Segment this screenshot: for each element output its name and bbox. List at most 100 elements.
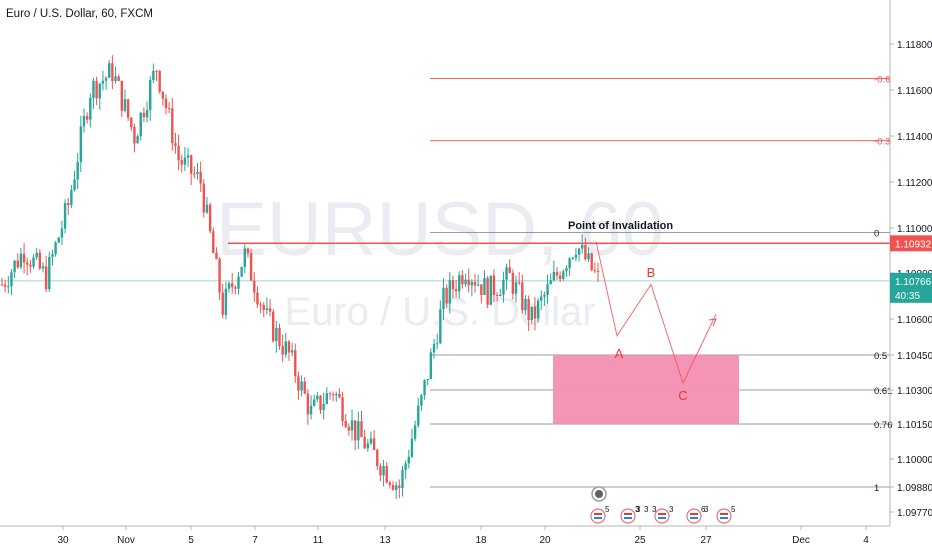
last-price-tag-bg (890, 272, 932, 289)
candle-body (540, 296, 543, 301)
candle-body (73, 179, 76, 190)
candle-body (32, 257, 35, 267)
candle-body (458, 275, 461, 292)
candle-body (164, 98, 168, 109)
fib-level-label: 0.5 (874, 351, 887, 362)
candle-body (312, 399, 316, 406)
candle-body (3, 284, 7, 287)
candle-body (439, 309, 442, 344)
candle-body (231, 283, 234, 288)
candle-body (464, 279, 467, 285)
candle-body (215, 252, 218, 259)
candle-body (133, 127, 136, 144)
candle-body (319, 395, 322, 410)
candle-body (234, 287, 237, 289)
candle-body (67, 202, 70, 206)
candle-body (565, 268, 568, 272)
candle-body (306, 393, 310, 415)
candle-body (142, 112, 146, 118)
candle-body (423, 380, 426, 396)
flag-event-icon (716, 508, 732, 524)
flag-event-stripe (720, 517, 728, 519)
candle-body (271, 311, 275, 342)
candle-body (530, 306, 533, 321)
invalidation-price-tag: 1.10932 (895, 239, 932, 250)
candle-body (227, 283, 231, 289)
candle-body (552, 271, 556, 281)
candle-body (123, 99, 127, 111)
candle-body (521, 282, 524, 311)
event-count-label: 3 (669, 505, 674, 514)
y-tick-label: 1.10600 (897, 315, 932, 326)
candle-body (549, 280, 552, 285)
y-tick-label: 1.11800 (897, 40, 932, 51)
candle-body (514, 282, 518, 294)
wave-arrow-head (708, 318, 717, 327)
candle-body (574, 254, 578, 258)
candle-body (22, 253, 26, 263)
candle-body (297, 376, 300, 391)
flag-event-stripe (624, 517, 632, 519)
candle-body (268, 308, 272, 312)
candle-body (555, 271, 559, 276)
candle-body (398, 485, 401, 489)
candle-body (158, 70, 161, 92)
candle-body (13, 260, 16, 273)
candle-body (0, 284, 4, 286)
candle-body (26, 262, 29, 265)
candle-body (167, 108, 171, 110)
candle-body (208, 204, 212, 232)
candle-body (139, 112, 142, 137)
x-tick-label: Nov (117, 535, 135, 546)
target-zone (553, 355, 739, 424)
candle-body (407, 456, 410, 464)
y-tick-label: 1.11400 (897, 132, 932, 143)
candle-body (193, 173, 196, 175)
candle-body (35, 252, 38, 258)
fib-level-label: 0.76 (874, 420, 893, 431)
x-tick-label: 13 (379, 535, 391, 546)
candle-body (202, 183, 206, 213)
candle-body (571, 257, 574, 259)
candle-body (149, 80, 152, 111)
flag-event-icon (686, 508, 702, 524)
candle-body (130, 117, 133, 128)
wave-label-a: A (615, 346, 624, 361)
candle-body (29, 264, 32, 267)
candle-body (199, 171, 202, 184)
candle-body (410, 438, 414, 457)
candle-body (499, 294, 502, 296)
candle-body (287, 341, 291, 353)
flag-event-stripe (594, 513, 602, 515)
wave-label-c: C (678, 388, 687, 403)
invalidation-annotation: Point of Invalidation (568, 220, 673, 232)
event-count-label: 3 (652, 505, 657, 514)
candle-body (524, 298, 527, 311)
candle-body (596, 270, 600, 272)
candle-body (543, 294, 546, 297)
candle-body (92, 80, 95, 98)
x-tick-label: 11 (313, 535, 324, 546)
candle-body (527, 298, 530, 321)
candle-body (451, 280, 455, 290)
candle-body (442, 287, 445, 310)
invalidation-price-tag-bg (890, 235, 932, 252)
candle-body (331, 394, 335, 396)
candle-body (171, 108, 174, 144)
candle-body (117, 76, 120, 81)
flag-event-stripe (690, 513, 698, 515)
candle-body (517, 282, 521, 284)
flag-event-stripe (594, 517, 602, 519)
candle-body (303, 381, 306, 394)
fib-level-label: 0.61 (874, 386, 893, 397)
candle-body (145, 110, 149, 118)
candle-body (16, 260, 19, 268)
candle-body (85, 116, 89, 120)
event-count-label: 3 (636, 505, 641, 514)
candle-body (568, 258, 571, 269)
y-tick-label: 1.11200 (897, 178, 932, 189)
candle-body (435, 343, 439, 345)
candle-body (111, 63, 114, 82)
